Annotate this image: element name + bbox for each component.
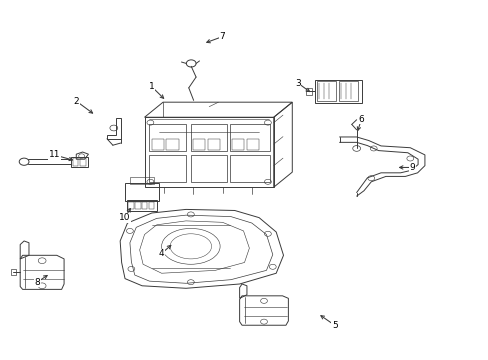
Bar bbox=[232, 139, 244, 149]
Bar bbox=[71, 157, 88, 167]
Bar bbox=[306, 88, 312, 95]
Bar bbox=[193, 139, 205, 149]
Bar bbox=[229, 155, 269, 182]
Bar bbox=[190, 155, 227, 182]
Text: 1: 1 bbox=[149, 82, 154, 91]
Bar bbox=[190, 125, 227, 151]
Text: 10: 10 bbox=[119, 213, 130, 222]
Text: 7: 7 bbox=[219, 32, 225, 41]
Text: 8: 8 bbox=[34, 278, 40, 287]
Text: 6: 6 bbox=[358, 114, 364, 123]
Text: 2: 2 bbox=[73, 96, 79, 105]
Bar bbox=[130, 177, 154, 184]
Text: 11: 11 bbox=[48, 150, 60, 159]
Bar bbox=[316, 81, 335, 101]
Bar bbox=[315, 80, 361, 103]
Bar bbox=[152, 139, 163, 149]
Bar bbox=[127, 200, 157, 211]
Bar bbox=[338, 81, 357, 101]
Bar bbox=[207, 139, 220, 149]
Bar bbox=[135, 202, 141, 210]
Bar bbox=[149, 202, 154, 210]
Text: 3: 3 bbox=[295, 79, 301, 88]
Bar bbox=[166, 139, 178, 149]
Text: 4: 4 bbox=[159, 249, 164, 258]
Bar bbox=[128, 202, 134, 210]
Bar bbox=[149, 155, 185, 182]
Bar bbox=[125, 183, 159, 201]
Text: 5: 5 bbox=[331, 321, 337, 330]
Bar bbox=[149, 125, 185, 151]
Bar bbox=[80, 158, 85, 166]
Bar bbox=[73, 158, 78, 166]
Bar bbox=[246, 139, 259, 149]
Bar bbox=[144, 117, 273, 187]
Bar bbox=[229, 125, 269, 151]
Bar bbox=[11, 269, 16, 275]
Text: 9: 9 bbox=[409, 163, 415, 172]
Bar bbox=[142, 202, 147, 210]
